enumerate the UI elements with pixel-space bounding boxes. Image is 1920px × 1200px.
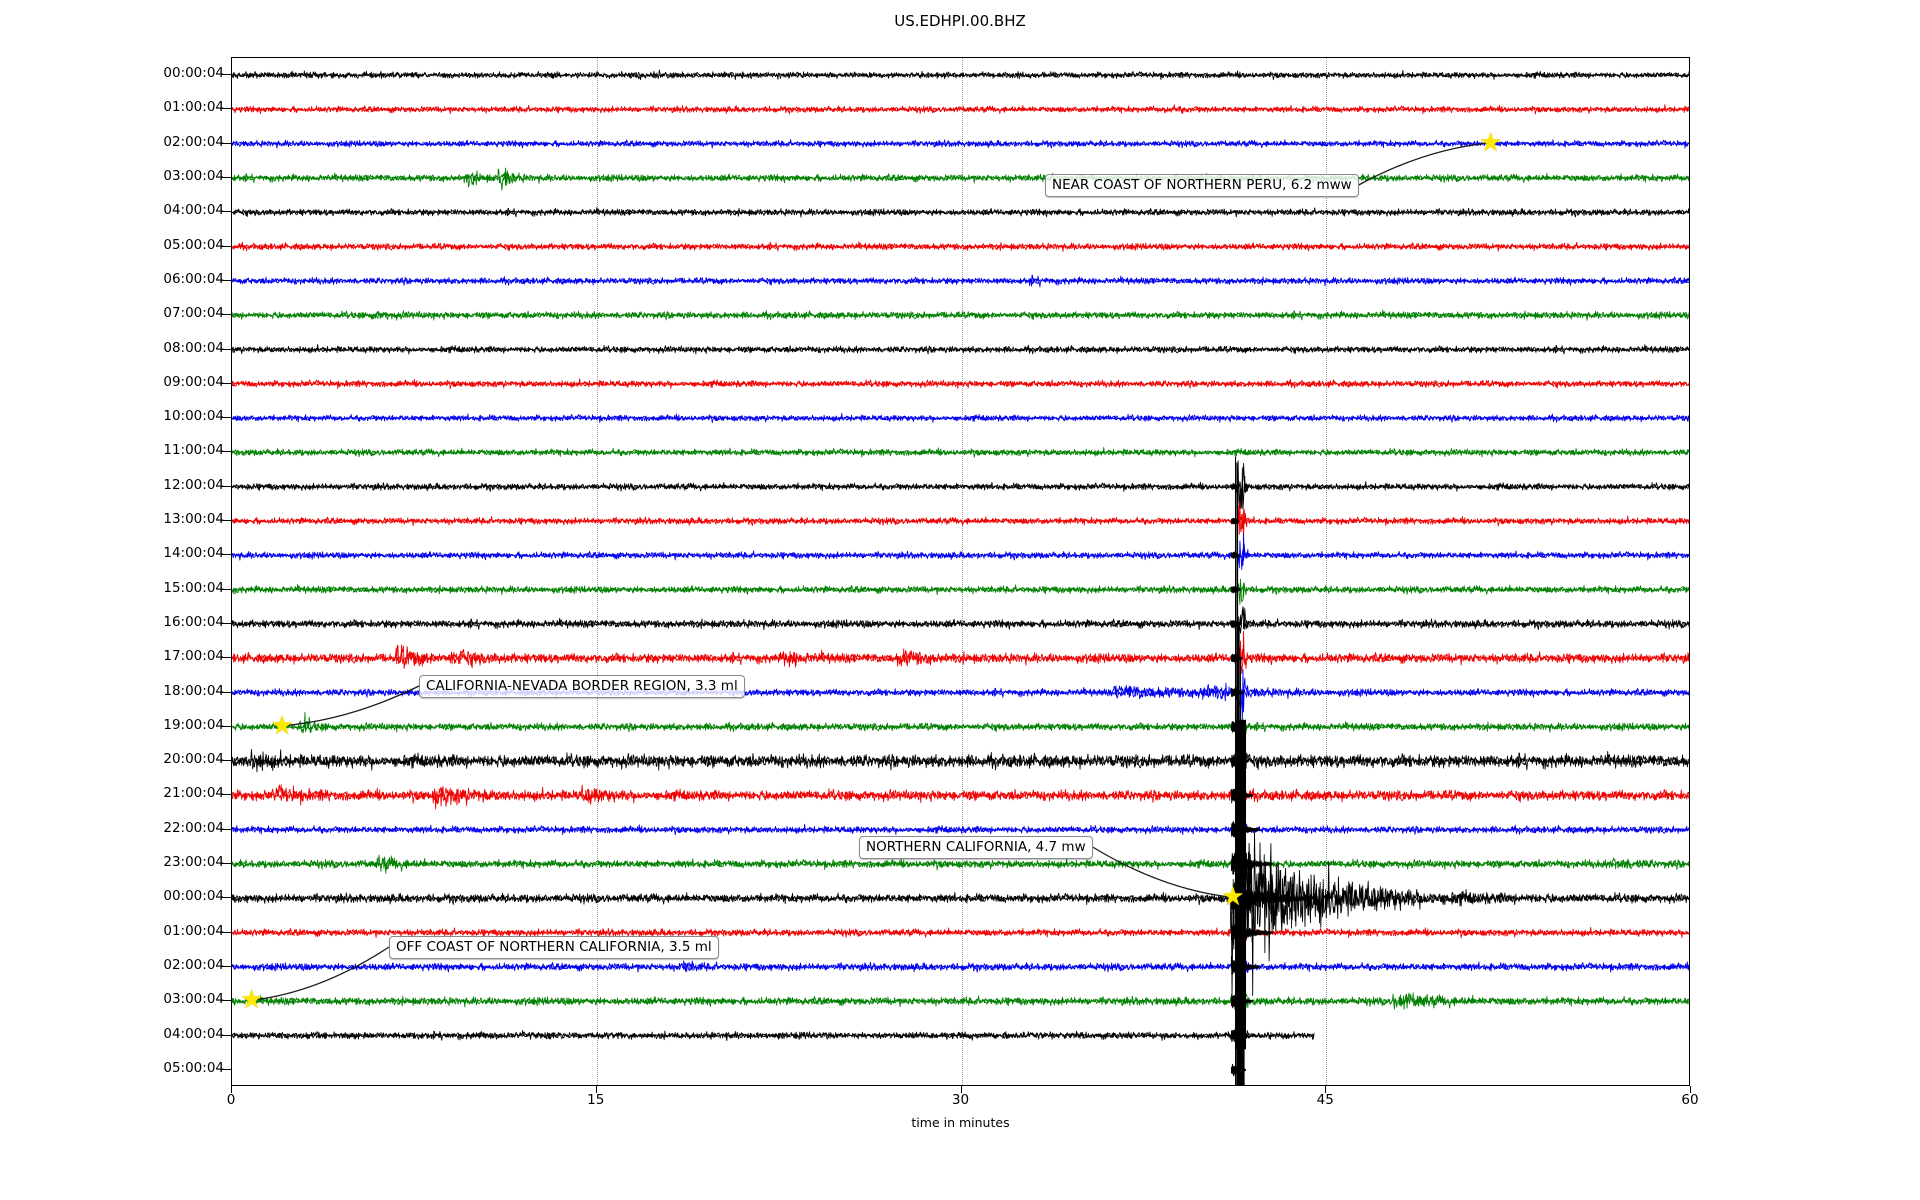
- y-tick-label: 02:00:04: [163, 133, 224, 150]
- y-tick-label: 05:00:04: [163, 236, 224, 253]
- x-tick-mark: [595, 1086, 597, 1093]
- y-tick-mark: [221, 1000, 231, 1002]
- y-tick-mark: [221, 382, 231, 384]
- y-tick-label: 17:00:04: [163, 648, 224, 665]
- y-tick-label: 12:00:04: [163, 476, 224, 493]
- y-tick-mark: [221, 520, 231, 522]
- y-tick-mark: [221, 177, 231, 179]
- y-tick-label: 09:00:04: [163, 373, 224, 390]
- y-tick-mark: [221, 108, 231, 110]
- y-tick-mark: [221, 657, 231, 659]
- y-tick-mark: [221, 828, 231, 830]
- y-tick-label: 03:00:04: [163, 991, 224, 1008]
- y-tick-mark: [221, 691, 231, 693]
- x-tick-mark: [1690, 1086, 1691, 1093]
- y-tick-label: 21:00:04: [163, 785, 224, 802]
- y-tick-mark: [221, 211, 231, 213]
- x-tick-label: 15: [587, 1092, 605, 1108]
- x-tick-mark: [960, 1086, 962, 1093]
- y-tick-mark: [221, 794, 231, 796]
- y-tick-label: 05:00:04: [163, 1059, 224, 1076]
- y-tick-label: 02:00:04: [163, 956, 224, 973]
- annotation-leader-line: [1092, 846, 1233, 898]
- x-tick-mark: [1325, 1086, 1327, 1093]
- y-tick-label: 22:00:04: [163, 819, 224, 836]
- y-tick-mark: [221, 554, 231, 556]
- event-annotation-label[interactable]: NORTHERN CALIFORNIA, 4.7 mw: [859, 836, 1093, 859]
- y-tick-label: 20:00:04: [163, 751, 224, 768]
- y-tick-label: 03:00:04: [163, 168, 224, 185]
- y-tick-mark: [221, 485, 231, 487]
- y-tick-label: 19:00:04: [163, 716, 224, 733]
- y-tick-mark: [221, 1034, 231, 1036]
- y-tick-label: 06:00:04: [163, 270, 224, 287]
- y-tick-label: 00:00:04: [163, 888, 224, 905]
- event-annotation-label[interactable]: OFF COAST OF NORTHERN CALIFORNIA, 3.5 ml: [389, 936, 719, 959]
- x-tick-label: 0: [226, 1092, 236, 1108]
- y-tick-label: 16:00:04: [163, 613, 224, 630]
- y-tick-mark: [221, 74, 231, 76]
- y-tick-mark: [221, 725, 231, 727]
- y-tick-label: 04:00:04: [163, 1025, 224, 1042]
- plot-area: [231, 57, 1690, 1086]
- y-tick-mark: [221, 622, 231, 624]
- y-tick-label: 13:00:04: [163, 511, 224, 528]
- y-tick-mark: [221, 451, 231, 453]
- x-tick-label: 45: [1316, 1092, 1334, 1108]
- x-tick-mark: [231, 1086, 232, 1093]
- y-tick-mark: [221, 1068, 231, 1070]
- y-tick-label: 07:00:04: [163, 305, 224, 322]
- y-tick-label: 08:00:04: [163, 339, 224, 356]
- y-tick-label: 00:00:04: [163, 65, 224, 82]
- y-tick-label: 15:00:04: [163, 579, 224, 596]
- y-tick-label: 18:00:04: [163, 682, 224, 699]
- y-tick-mark: [221, 314, 231, 316]
- y-tick-label: 04:00:04: [163, 202, 224, 219]
- annotation-leader-line: [1358, 142, 1491, 186]
- y-tick-label: 14:00:04: [163, 545, 224, 562]
- annotation-leader-line: [282, 685, 420, 727]
- y-tick-mark: [221, 279, 231, 281]
- y-tick-mark: [221, 965, 231, 967]
- y-tick-label: 11:00:04: [163, 442, 224, 459]
- y-tick-mark: [221, 348, 231, 350]
- y-tick-label: 23:00:04: [163, 854, 224, 871]
- y-tick-label: 01:00:04: [163, 99, 224, 116]
- y-tick-mark: [221, 760, 231, 762]
- y-tick-mark: [221, 417, 231, 419]
- event-annotation-label[interactable]: CALIFORNIA-NEVADA BORDER REGION, 3.3 ml: [419, 675, 745, 698]
- x-tick-label: 30: [951, 1092, 970, 1108]
- annotation-leader-line: [251, 946, 390, 1001]
- y-tick-label: 01:00:04: [163, 922, 224, 939]
- y-tick-label: 10:00:04: [163, 408, 224, 425]
- y-tick-mark: [221, 142, 231, 144]
- y-tick-mark: [221, 931, 231, 933]
- y-tick-mark: [221, 863, 231, 865]
- page-title: US.EDHPI.00.BHZ: [894, 12, 1026, 30]
- event-annotation-label[interactable]: NEAR COAST OF NORTHERN PERU, 6.2 mww: [1045, 174, 1359, 197]
- y-tick-mark: [221, 897, 231, 899]
- trace-canvas: [232, 58, 1689, 1085]
- x-tick-label: 60: [1681, 1092, 1699, 1108]
- y-tick-mark: [221, 588, 231, 590]
- y-tick-mark: [221, 245, 231, 247]
- x-axis-title: time in minutes: [911, 1115, 1010, 1130]
